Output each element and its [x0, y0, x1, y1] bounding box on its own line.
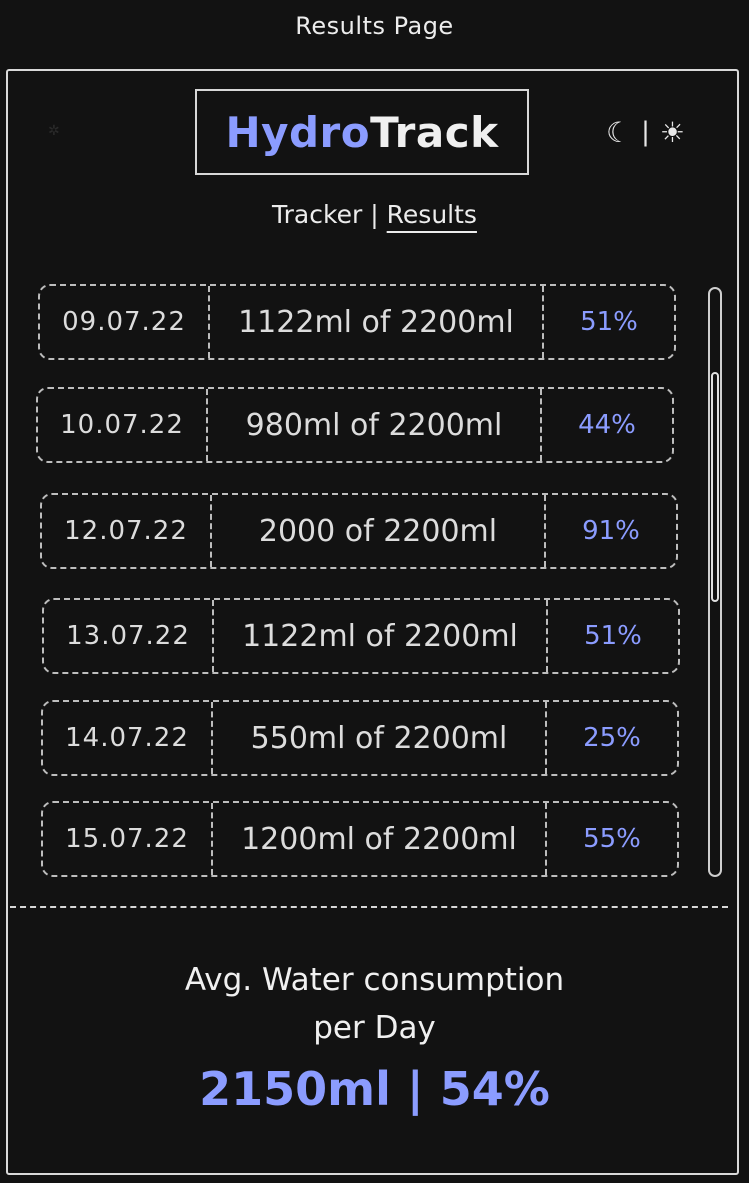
result-amount: 1200ml of 2200ml: [213, 803, 547, 875]
result-percent: 51%: [580, 307, 638, 337]
result-date: 09.07.22: [40, 286, 210, 358]
result-percent: 55%: [583, 824, 641, 854]
sun-icon[interactable]: ☀: [659, 115, 685, 149]
app-frame: [6, 69, 739, 1175]
result-row[interactable]: 13.07.22 1122ml of 2200ml 51%: [42, 598, 680, 674]
result-row[interactable]: 10.07.22 980ml of 2200ml 44%: [36, 387, 674, 463]
result-percent: 44%: [578, 410, 636, 440]
result-date: 13.07.22: [44, 600, 214, 672]
section-divider: [10, 906, 728, 908]
result-amount: 1122ml of 2200ml: [214, 600, 548, 672]
result-amount: 550ml of 2200ml: [213, 702, 547, 774]
moon-icon[interactable]: ☾: [606, 115, 632, 149]
result-amount: 2000 of 2200ml: [212, 495, 546, 567]
result-percent: 25%: [583, 723, 641, 753]
logo-main-text: Track: [370, 107, 499, 157]
nav-tabs: Tracker | Results: [0, 200, 749, 229]
scrollbar-track[interactable]: [708, 287, 722, 877]
summary-title-line1: Avg. Water consumption: [184, 962, 565, 998]
theme-separator: |: [641, 117, 650, 147]
nav-separator: |: [370, 200, 379, 229]
result-row[interactable]: 12.07.22 2000 of 2200ml 91%: [40, 493, 678, 569]
result-date: 14.07.22: [43, 702, 213, 774]
result-date: 10.07.22: [38, 389, 208, 461]
result-row[interactable]: 15.07.22 1200ml of 2200ml 55%: [41, 801, 679, 877]
settings-icon[interactable]: ✲: [48, 123, 60, 139]
page-caption: Results Page: [295, 12, 454, 40]
result-amount: 1122ml of 2200ml: [210, 286, 544, 358]
summary-value: 2150ml | 54%: [199, 1062, 550, 1116]
result-row[interactable]: 09.07.22 1122ml of 2200ml 51%: [38, 284, 676, 360]
summary-title-line2: per Day: [313, 1010, 436, 1046]
scrollbar-thumb[interactable]: [711, 372, 719, 602]
result-row[interactable]: 14.07.22 550ml of 2200ml 25%: [41, 700, 679, 776]
logo-accent-text: Hydro: [225, 107, 371, 157]
result-amount: 980ml of 2200ml: [208, 389, 542, 461]
theme-switch[interactable]: ☾ | ☀: [606, 112, 685, 152]
result-percent: 51%: [584, 621, 642, 651]
result-date: 15.07.22: [43, 803, 213, 875]
result-percent: 91%: [582, 516, 640, 546]
summary-title: Avg. Water consumption per Day: [0, 956, 749, 1052]
tab-tracker[interactable]: Tracker: [272, 200, 363, 229]
app-logo[interactable]: Hydro Track: [195, 89, 529, 175]
tab-results[interactable]: Results: [386, 200, 477, 229]
result-date: 12.07.22: [42, 495, 212, 567]
